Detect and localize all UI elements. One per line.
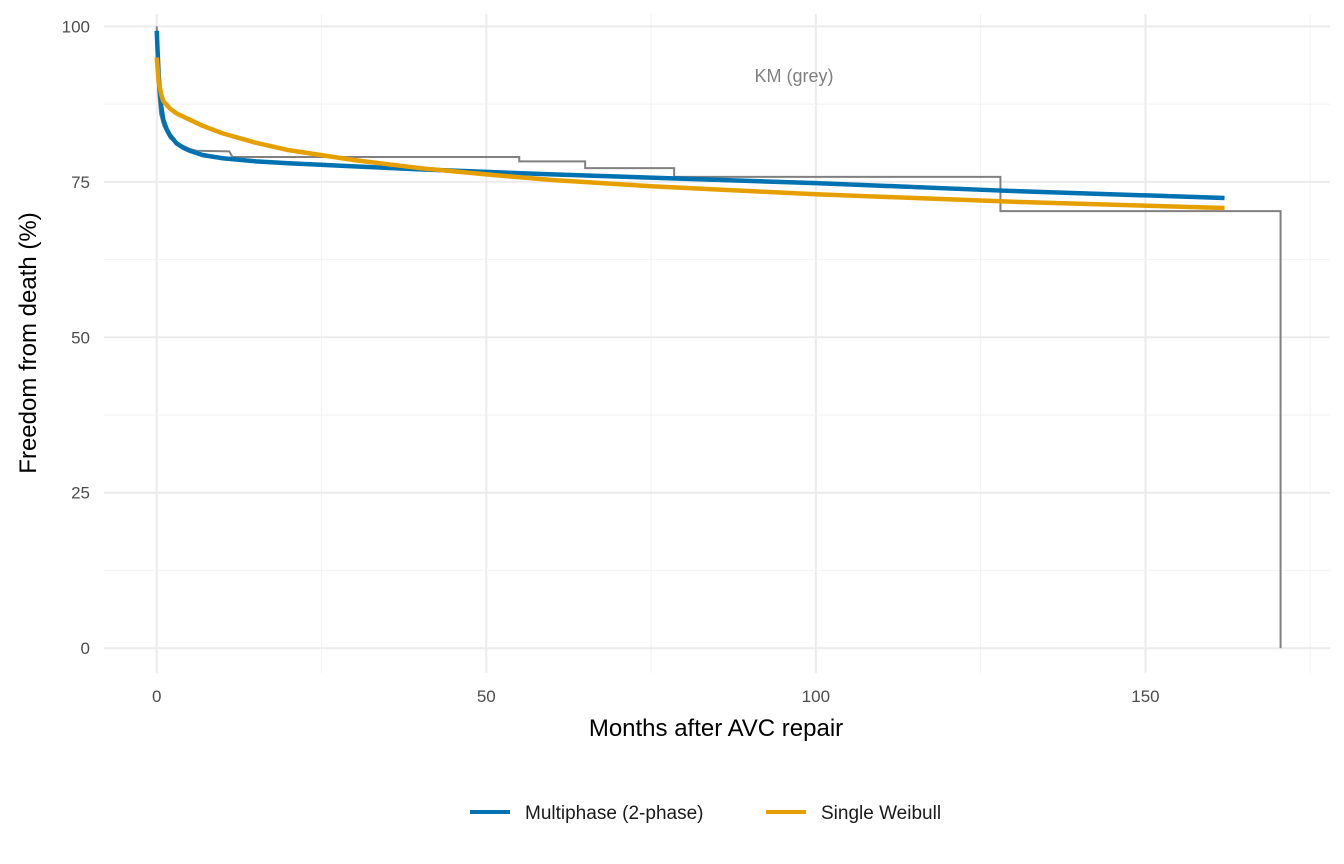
legend-label-multiphase: Multiphase (2-phase)	[525, 803, 703, 824]
series-line-1	[154, 57, 1225, 211]
y-tick-label: 75	[71, 173, 90, 192]
x-tick-label: 150	[1131, 687, 1159, 706]
tick-labels: 0 50 100 150 0 25 50 75 100	[62, 17, 1160, 706]
y-tick-label: 100	[62, 17, 90, 36]
y-axis-label: Freedom from death (%)	[15, 212, 42, 473]
x-tick-label: 50	[477, 687, 496, 706]
x-axis-label: Months after AVC repair	[589, 715, 843, 742]
x-tick-label: 100	[802, 687, 830, 706]
plot-marks	[154, 26, 1282, 649]
km-annotation: KM (grey)	[754, 66, 833, 86]
legend-label-weibull: Single Weibull	[821, 803, 941, 824]
grid	[104, 14, 1330, 673]
x-tick-label: 0	[152, 687, 161, 706]
legend: Multiphase (2-phase) Single Weibull	[470, 803, 941, 824]
y-tick-label: 0	[81, 639, 90, 658]
y-tick-label: 50	[71, 328, 90, 347]
series-line-0	[154, 30, 1225, 201]
y-tick-label: 25	[71, 484, 90, 503]
